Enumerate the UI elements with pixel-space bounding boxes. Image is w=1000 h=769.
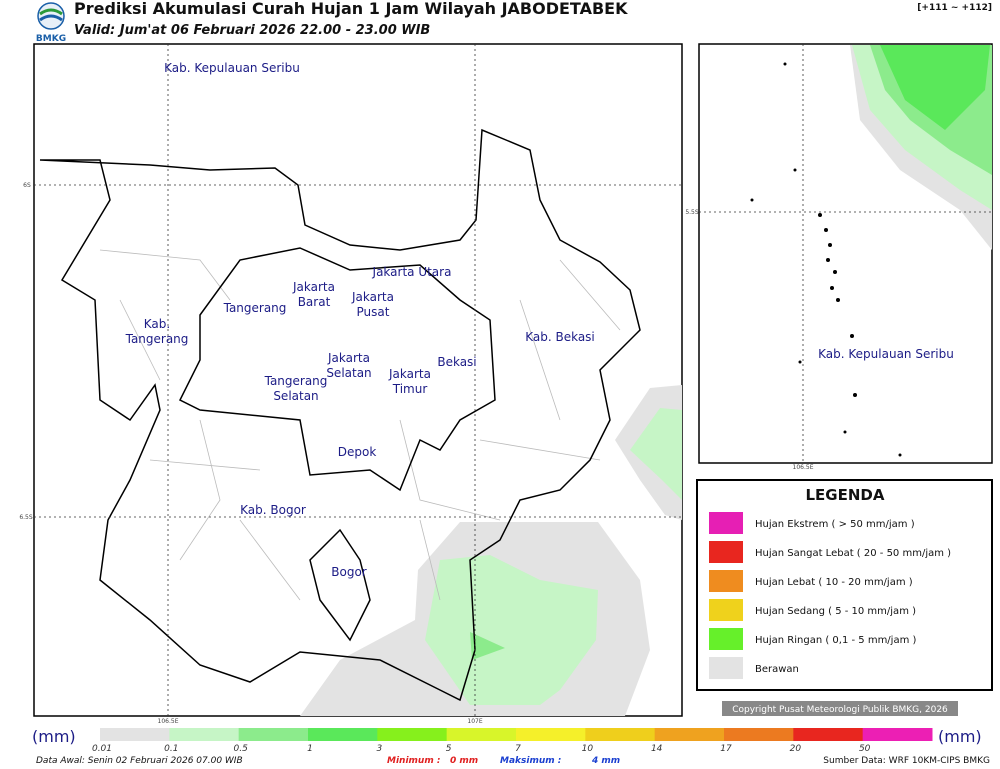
min-label: Minimum : [387,756,440,766]
copyright: Copyright Pusat Meteorologi Publik BMKG,… [732,705,948,715]
region-label-line: Tangerang [125,332,189,346]
colorbar-segment [100,728,170,741]
colorbar-tick: 20 [790,744,802,754]
region-label: Jakarta Barat [292,280,335,309]
legend-label: Hujan Ekstrem ( > 50 mm/jam ) [755,519,915,530]
colorbar-segment [308,728,378,741]
region-label: Bogor [331,565,367,579]
colorbar-segment [585,728,656,741]
colorbar-tick: 0.01 [92,744,112,754]
colorbar-segment [516,728,586,741]
inset-label: Kab. Kepulauan Seribu [818,347,954,361]
colorbar-segment [793,728,864,741]
logo-text: BMKG [36,34,66,44]
region-label: Kab. Tangerang [125,317,189,346]
region-label-line: Kab. Bogor [240,503,306,517]
main-map: 6S 6.5S 106.5E 107E Kab. Kepulauan Serib… [19,43,683,725]
grid-label: 106.5E [793,464,814,471]
logo: BMKG [36,2,66,44]
colorbar-segment [377,728,448,741]
grid-label: 6.5S [19,514,33,521]
legend-label: Hujan Lebat ( 10 - 20 mm/jam ) [755,577,913,588]
legend-swatch [709,570,743,592]
map-labels: Kab. Kepulauan Seribu Jakarta Utara Jakart… [125,61,595,579]
region-label-line: Timur [392,382,428,396]
region-label: Depok [338,445,377,459]
grid-label: 106.5E [158,718,179,725]
region-label-line: Kab. [144,317,170,331]
region-label-line: Jakarta [327,351,370,365]
legend-swatch [709,541,743,563]
legend-label: Hujan Sedang ( 5 - 10 mm/jam ) [755,606,916,617]
region-label-line: Selatan [273,389,318,403]
region-label-line: Selatan [326,366,371,380]
region-label: Jakarta Pusat [351,290,394,319]
region-label: Jakarta Utara [372,265,452,279]
region-label-line: Bogor [331,565,367,579]
colorbar-tick: 5 [446,744,452,754]
region-label-line: Bekasi [437,355,476,369]
colorbar-segment [169,728,240,741]
region-label: Jakarta Selatan [326,351,371,380]
colorbar-tick: 17 [720,744,732,754]
region-label: Kab. Bogor [240,503,306,517]
region-label-line: Kab. Kepulauan Seribu [164,61,300,75]
legend-label: Berawan [755,664,799,675]
legend-swatch [709,599,743,621]
code: [+111 ~ +112] [917,3,992,13]
grid-label: 107E [467,718,482,725]
colorbar-tick: 1 [307,744,313,754]
colorbar-segment [446,728,517,741]
source: Sumber Data: WRF 10KM-CIPS BMKG [823,756,990,766]
region-label: Tangerang Selatan [264,374,328,403]
legend-swatch [709,628,743,650]
colorbar-segment [654,728,725,741]
copyright-bg [722,701,958,716]
region-label: Kab. Bekasi [525,330,595,344]
unit: (mm) [32,727,76,746]
max-label: Maksimum : [500,756,561,766]
title: Prediksi Akumulasi Curah Hujan 1 Jam Wil… [74,0,628,18]
unit: (mm) [938,727,982,746]
colorbar-tick: 14 [651,744,663,754]
region-label-line: Tangerang [223,301,287,315]
colorbar-tick: 50 [859,744,871,754]
region-label-line: Jakarta [351,290,394,304]
colorbar-segment [724,728,794,741]
region-label: Tangerang [223,301,287,315]
legend-label: Hujan Sangat Lebat ( 20 - 50 mm/jam ) [755,548,951,559]
region-label-line: Jakarta [292,280,335,294]
colorbar-tick: 0.5 [234,744,249,754]
colorbar-segment [238,728,309,741]
colorbar: (mm) (mm) 0.01 0.1 0.5 1 3 5 7 10 14 17 20 50 [32,727,982,754]
colorbar-tick: 10 [582,744,594,754]
colorbar-tick: 0.1 [164,744,178,754]
max-value: 4 mm [591,756,620,766]
legend-label: Hujan Ringan ( 0,1 - 5 mm/jam ) [755,635,917,646]
legend-swatch [709,657,743,679]
grid-label: 5.5S [685,209,699,216]
region-label-line: Jakarta [388,367,431,381]
colorbar-tick: 3 [376,744,382,754]
valid-time: Valid: Jum'at 06 Februari 2026 22.00 - 2… [74,23,430,38]
colorbar-tick: 7 [515,744,521,754]
region-label: Kab. Kepulauan Seribu [164,61,300,75]
region-label-line: Pusat [357,305,390,319]
grid-label: 6S [23,182,31,189]
region-label-line: Jakarta Utara [372,265,452,279]
min-value: 0 mm [450,756,478,766]
region-label-line: Tangerang [264,374,328,388]
colorbar-segment [862,728,933,741]
legend-swatch [709,512,743,534]
region-label-line: Barat [298,295,331,309]
legend: LEGENDA Hujan Ekstrem ( > 50 mm/jam ) Huj… [696,479,993,691]
region-label-line: Kab. Bekasi [525,330,595,344]
data-awal: Data Awal: Senin 02 Februari 2026 07.00 … [36,756,243,766]
inset-map: Kab. Kepulauan Seribu 5.5S 106.5E [685,43,993,471]
region-label: Bekasi [437,355,476,369]
region-label: Jakarta Timur [388,367,431,396]
legend-title: LEGENDA [806,486,885,504]
region-label-line: Depok [338,445,377,459]
